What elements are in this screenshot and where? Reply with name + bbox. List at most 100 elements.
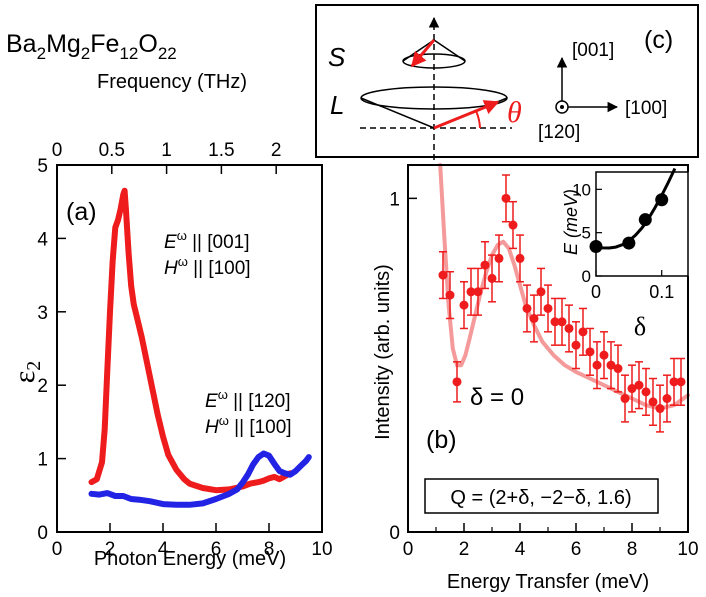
delta-annotation: δ = 0 xyxy=(470,384,524,411)
data-point xyxy=(550,317,560,327)
data-point xyxy=(473,287,483,297)
data-point xyxy=(522,303,532,313)
data-point xyxy=(676,377,686,387)
panel-a: Frequency (THz) 0 0.5 1 1.5 2 0 2 4 6 8 10 0 1 2 3 4 5… xyxy=(8,71,333,570)
data-point xyxy=(613,364,623,374)
plot-frame-a xyxy=(56,164,323,533)
data-point xyxy=(494,253,504,263)
plot-frame-b xyxy=(407,164,689,533)
x-tick-label: 6 xyxy=(571,539,582,560)
panel-c: (c) S L θ [001] [100] [120] xyxy=(315,4,699,160)
panel-label-a: (a) xyxy=(66,198,97,226)
s-spin-arrow xyxy=(410,39,436,68)
x-axis-label-a: Photon Energy (meV) xyxy=(94,548,286,570)
top-axis-label: Frequency (THz) xyxy=(97,71,247,93)
x-tick-label: 0 xyxy=(403,539,414,560)
data-point xyxy=(508,220,518,230)
data-point xyxy=(606,360,616,370)
y-tick-label: 5 xyxy=(37,156,48,177)
data-point xyxy=(445,290,455,300)
data-point xyxy=(585,347,595,357)
x-tick-label: 8 xyxy=(264,539,275,560)
data-point xyxy=(466,287,476,297)
data-point xyxy=(669,377,679,387)
axis-120-dot xyxy=(560,105,564,109)
panel-c-frame xyxy=(315,4,699,158)
x-tick-label: 0 xyxy=(52,539,63,560)
axis-100-label: [100] xyxy=(625,98,667,119)
y-tick-label: 4 xyxy=(37,229,48,250)
y-tick-label: 1 xyxy=(37,450,48,471)
spin-s-label: S xyxy=(328,42,346,72)
y-tick-label: 2 xyxy=(37,376,48,397)
spin-l-label: L xyxy=(330,90,344,120)
series-label-blue: Eω || [120]Hω || [100] xyxy=(205,387,292,438)
inset-points xyxy=(589,193,669,254)
axis-001-label: [001] xyxy=(572,40,614,61)
data-point xyxy=(459,300,469,310)
top-tick-label: 0.5 xyxy=(99,140,125,161)
inset-plot: 0 0.1 0 5 10 δ E (meV) xyxy=(561,167,689,341)
top-tick-label: 1 xyxy=(161,140,172,161)
x-tick-label: 4 xyxy=(515,539,526,560)
data-point xyxy=(655,404,665,414)
top-tick-label: 1.5 xyxy=(208,140,234,161)
data-point xyxy=(515,253,525,263)
data-point xyxy=(634,380,644,390)
inset-y-tick-label: 0 xyxy=(582,267,591,286)
l-spin-arrow xyxy=(433,100,500,130)
inset-y-tick-label: 10 xyxy=(572,180,591,199)
x-tick-label: 10 xyxy=(677,539,698,560)
x-tick-label: 2 xyxy=(459,539,470,560)
q-label: Q = (2+δ, −2−δ, 1.6) xyxy=(450,487,631,509)
data-point xyxy=(543,303,553,313)
data-point xyxy=(480,260,490,270)
data-point xyxy=(592,360,602,370)
series-label-line: Eω || [001] xyxy=(164,228,250,253)
data-point xyxy=(648,397,658,407)
inset-point xyxy=(655,193,669,207)
x-axis-ticks-b: 0 2 4 6 8 10 xyxy=(403,523,699,560)
q-label-box xyxy=(424,478,659,514)
series-label-line: Hω || [100] xyxy=(205,413,292,438)
series-label-line: Eω || [120] xyxy=(205,387,291,412)
inset-y-tick-label: 5 xyxy=(582,224,591,243)
y-axis-label-b: Intensity (arb. units) xyxy=(372,264,394,440)
inset-y-label: E (meV) xyxy=(561,189,581,255)
top-axis-ticks: 0 0.5 1 1.5 2 xyxy=(52,140,282,174)
inset-point xyxy=(622,236,636,250)
inset-x-label: δ xyxy=(634,312,646,341)
data-point xyxy=(501,193,511,203)
top-tick-label: 2 xyxy=(271,140,282,161)
data-point xyxy=(564,323,574,333)
data-point xyxy=(536,287,546,297)
x-axis-label-b: Energy Transfer (meV) xyxy=(447,571,649,593)
data-points xyxy=(438,174,686,433)
s-cone-side xyxy=(433,39,466,62)
x-tick-label: 2 xyxy=(105,539,116,560)
data-point xyxy=(487,273,497,283)
panel-label-c: (c) xyxy=(644,26,673,54)
data-point xyxy=(438,270,448,280)
figure-title: Ba2Mg2Fe12O22 xyxy=(6,30,177,63)
inset-x-tick-label: 0 xyxy=(591,282,601,302)
x-tick-label: 8 xyxy=(627,539,638,560)
panel-label-b: (b) xyxy=(426,426,457,454)
series-line-red xyxy=(88,187,294,494)
y-axis-label-a: ε2 xyxy=(8,361,45,384)
inset-frame xyxy=(595,171,689,277)
series-label-red: Eω || [001]Hω || [100] xyxy=(164,228,251,279)
data-point xyxy=(571,340,581,350)
data-point xyxy=(641,387,651,397)
data-point xyxy=(557,317,567,327)
x-tick-label: 4 xyxy=(158,539,169,560)
top-tick-label: 0 xyxy=(52,140,63,161)
y-tick-label: 3 xyxy=(37,303,48,324)
data-point xyxy=(452,377,462,387)
y-tick-label: 1 xyxy=(389,189,400,210)
inset-x-tick-label: 0.1 xyxy=(649,282,674,302)
y-axis-ticks: 0 1 2 3 4 5 xyxy=(37,156,66,544)
data-point xyxy=(578,327,588,337)
data-point xyxy=(599,350,609,360)
